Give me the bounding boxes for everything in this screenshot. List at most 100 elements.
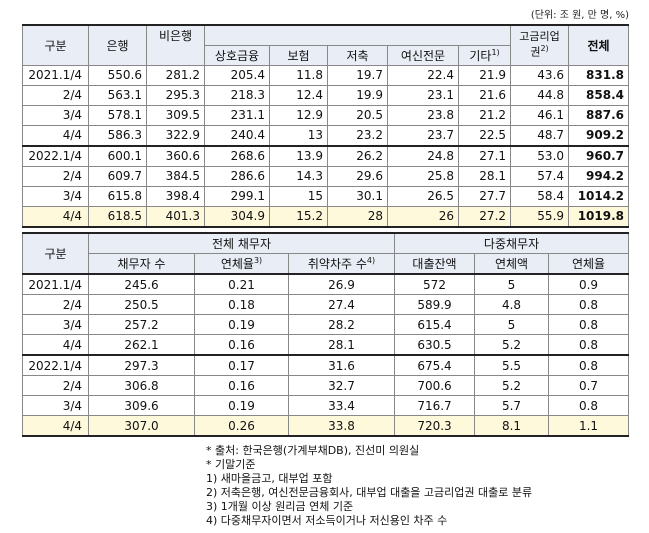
table-cell: 28.1 bbox=[288, 334, 395, 356]
table-cell: 23.8 bbox=[387, 104, 459, 126]
table-row: 3/4 578.1 309.5 231.1 12.9 20.5 23.8 21.2 46.1 88… bbox=[22, 104, 630, 126]
table-cell: 53.0 bbox=[510, 144, 570, 167]
table-cell: 58.4 bbox=[510, 185, 570, 207]
table-cell: 218.3 bbox=[204, 84, 270, 106]
table-cell: 23.1 bbox=[387, 84, 459, 106]
table-cell: 609.7 bbox=[88, 165, 147, 187]
table-cell: 550.6 bbox=[88, 64, 147, 86]
total-cell: 909.2 bbox=[568, 124, 630, 146]
table-row: 2021.1/4 245.6 0.21 26.9 572 5 0.9 bbox=[22, 273, 630, 295]
header-category: 구분 bbox=[22, 24, 89, 66]
table-cell: 27.4 bbox=[288, 294, 395, 315]
footnote-line: 2) 저축은행, 여신전문금융회사, 대부업 대출을 고금리업권 대출로 분류 bbox=[206, 486, 533, 499]
header-other: 기타1) bbox=[457, 44, 512, 66]
table-cell: 26.5 bbox=[387, 185, 459, 207]
header-bank: 은행 bbox=[88, 24, 147, 66]
row-label: 2/4 bbox=[22, 375, 89, 396]
header-highrate-footnote: 2) bbox=[540, 44, 549, 54]
header-multi-delinquency-rate: 연체율 bbox=[547, 253, 630, 275]
table-cell: 15 bbox=[269, 185, 328, 207]
table-cell: 13 bbox=[269, 124, 328, 146]
table-cell: 20.5 bbox=[327, 104, 388, 126]
table-cell: 27.1 bbox=[457, 144, 512, 167]
header-credit: 여신전문 bbox=[387, 44, 459, 66]
table-cell: 572 bbox=[394, 273, 475, 295]
table-cell: 307.0 bbox=[88, 415, 195, 437]
table-cell: 46.1 bbox=[510, 104, 570, 126]
table-cell: 25.8 bbox=[387, 165, 459, 187]
footnotes: * 출처: 한국은행(가계부채DB), 진선미 의원실 * 기말기준 1) 새마을금… bbox=[206, 444, 532, 528]
table-cell: 21.2 bbox=[457, 104, 512, 126]
table-cell: 26.9 bbox=[288, 273, 395, 295]
row-label: 3/4 bbox=[22, 395, 89, 416]
table-cell: 28.2 bbox=[288, 314, 395, 335]
table-cell: 675.4 bbox=[394, 354, 475, 376]
table-cell: 5.7 bbox=[474, 395, 549, 416]
table-cell: 13.9 bbox=[269, 144, 328, 167]
table-cell: 630.5 bbox=[394, 334, 475, 356]
header-delinquency-footnote: 3) bbox=[253, 256, 263, 265]
table-row: 3/4 615.8 398.4 299.1 15 30.1 26.5 27.7 58.4 1014… bbox=[22, 185, 630, 207]
table-cell: 28.1 bbox=[457, 165, 512, 187]
total-cell: 960.7 bbox=[568, 144, 630, 167]
table-cell: 26 bbox=[387, 205, 459, 228]
header-overdue-amount: 연체액 bbox=[474, 253, 549, 275]
table-cell: 0.26 bbox=[194, 415, 289, 437]
table-cell: 19.7 bbox=[327, 64, 388, 86]
table-row: 3/4 309.6 0.19 33.4 716.7 5.7 0.8 bbox=[22, 395, 630, 416]
table-cell: 297.3 bbox=[88, 354, 195, 376]
total-cell: 887.6 bbox=[568, 104, 630, 126]
table-cell: 309.5 bbox=[146, 104, 205, 126]
table-row: 2/4 609.7 384.5 286.6 14.3 29.6 25.8 28.1 57.4 99… bbox=[22, 165, 630, 187]
header-total: 전체 bbox=[568, 24, 630, 66]
table-cell: 720.3 bbox=[394, 415, 475, 437]
table-row: 4/4 307.0 0.26 33.8 720.3 8.1 1.1 bbox=[22, 415, 630, 437]
table-cell: 306.8 bbox=[88, 375, 195, 396]
table-cell: 1.1 bbox=[547, 415, 630, 437]
row-label: 2021.1/4 bbox=[22, 64, 89, 86]
table-row: 4/4 586.3 322.9 240.4 13 23.2 23.7 22.5 48.7 909.… bbox=[22, 124, 630, 146]
table-cell: 22.4 bbox=[387, 64, 459, 86]
row-label: 4/4 bbox=[22, 334, 89, 356]
table-cell: 0.18 bbox=[194, 294, 289, 315]
footnote-line: * 출처: 한국은행(가계부채DB), 진선미 의원실 bbox=[206, 444, 420, 457]
table-cell: 615.4 bbox=[394, 314, 475, 335]
table-cell: 5.2 bbox=[474, 334, 549, 356]
row-label: 2/4 bbox=[22, 294, 89, 315]
table-cell: 309.6 bbox=[88, 395, 195, 416]
unit-note: (단위: 조 원, 만 명, %) bbox=[530, 10, 629, 21]
table-cell: 589.9 bbox=[394, 294, 475, 315]
header-vulnerable-count-label: 취약차주 수 bbox=[307, 257, 367, 271]
table-cell: 0.8 bbox=[547, 334, 630, 356]
row-label: 4/4 bbox=[22, 124, 89, 146]
table-cell: 21.6 bbox=[457, 84, 512, 106]
table-row: 3/4 257.2 0.19 28.2 615.4 5 0.8 bbox=[22, 314, 630, 335]
header-savings: 저축 bbox=[327, 44, 388, 66]
table-cell: 57.4 bbox=[510, 165, 570, 187]
table-cell: 231.1 bbox=[204, 104, 270, 126]
debtor-table: 구분 전체 채무자 다중채무자 채무자 수 연체율3) 취약차주 수4) 대출잔… bbox=[22, 232, 630, 437]
header-other-footnote: 1) bbox=[491, 47, 500, 57]
table-cell: 4.8 bbox=[474, 294, 549, 315]
table-cell: 360.6 bbox=[146, 144, 205, 167]
table-cell: 12.9 bbox=[269, 104, 328, 126]
table-cell: 295.3 bbox=[146, 84, 205, 106]
header-other-label: 기타 bbox=[469, 48, 492, 63]
header-multi-debtors: 다중채무자 bbox=[393, 232, 630, 254]
table-cell: 0.19 bbox=[194, 314, 289, 335]
table-cell: 286.6 bbox=[204, 165, 270, 187]
row-label: 2/4 bbox=[22, 84, 89, 106]
table-cell: 48.7 bbox=[510, 124, 570, 146]
table-cell: 5 bbox=[474, 314, 549, 335]
row-label: 3/4 bbox=[22, 104, 89, 126]
table-cell: 0.17 bbox=[194, 354, 289, 376]
table-cell: 0.8 bbox=[547, 314, 630, 335]
table-cell: 5.2 bbox=[474, 375, 549, 396]
table-cell: 21.9 bbox=[457, 64, 512, 86]
table-cell: 250.5 bbox=[88, 294, 195, 315]
footnote-line: 1) 새마을금고, 대부업 포함 bbox=[206, 472, 333, 485]
table-cell: 304.9 bbox=[204, 205, 270, 228]
table-row: 4/4 618.5 401.3 304.9 15.2 28 26 27.2 55.9 1019.8 bbox=[22, 205, 630, 228]
header-all-debtors: 전체 채무자 bbox=[88, 232, 395, 254]
table-cell: 33.4 bbox=[288, 395, 395, 416]
